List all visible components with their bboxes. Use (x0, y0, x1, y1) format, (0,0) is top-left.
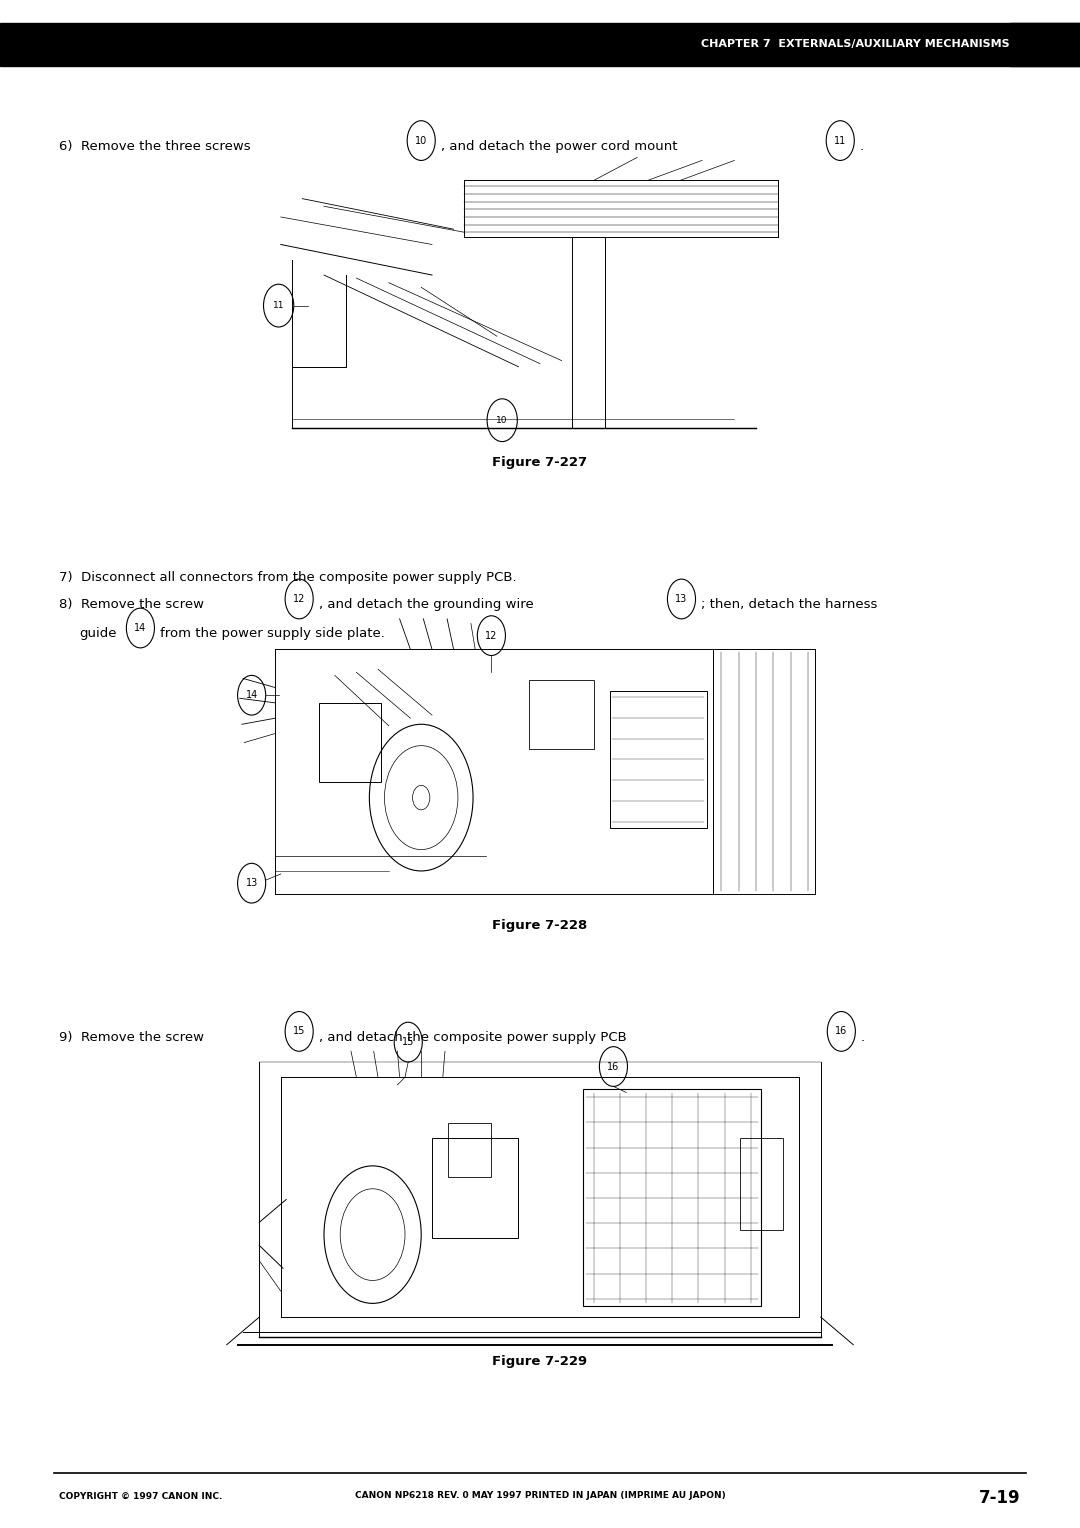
Text: Figure 7-228: Figure 7-228 (492, 918, 588, 932)
Text: 7-19: 7-19 (978, 1488, 1021, 1507)
Text: 11: 11 (834, 136, 847, 145)
Text: , and detach the composite power supply PCB: , and detach the composite power supply … (319, 1030, 626, 1044)
Text: 9)  Remove the screw: 9) Remove the screw (59, 1030, 204, 1044)
Text: 15: 15 (402, 1038, 415, 1047)
Bar (0, 23, 1080, 66)
Text: .: . (860, 139, 864, 153)
Text: , and detach the grounding wire: , and detach the grounding wire (319, 597, 534, 611)
Bar (448, 1123, 491, 1177)
Text: 12: 12 (485, 631, 498, 640)
Bar (529, 680, 594, 749)
Text: 15: 15 (293, 1027, 306, 1036)
Text: CANON NP6218 REV. 0 MAY 1997 PRINTED IN JAPAN (IMPRIME AU JAPON): CANON NP6218 REV. 0 MAY 1997 PRINTED IN … (354, 1491, 726, 1500)
Text: ; then, detach the harness: ; then, detach the harness (701, 597, 877, 611)
Text: 16: 16 (607, 1062, 620, 1071)
Text: 14: 14 (245, 691, 258, 700)
Text: guide: guide (79, 626, 117, 640)
Text: 8)  Remove the screw: 8) Remove the screw (59, 597, 204, 611)
Bar (319, 703, 381, 782)
Text: 10: 10 (415, 136, 428, 145)
Text: 7)  Disconnect all connectors from the composite power supply PCB.: 7) Disconnect all connectors from the co… (59, 570, 517, 584)
Text: 13: 13 (675, 594, 688, 604)
Text: 6)  Remove the three screws: 6) Remove the three screws (59, 139, 251, 153)
Text: 13: 13 (245, 879, 258, 888)
Text: 11: 11 (273, 301, 284, 310)
Text: 16: 16 (835, 1027, 848, 1036)
Bar (432, 1138, 518, 1238)
Text: .: . (861, 1030, 865, 1044)
Bar (583, 1089, 761, 1306)
Text: , and detach the power cord mount: , and detach the power cord mount (441, 139, 677, 153)
Bar (610, 691, 707, 828)
Text: 10: 10 (497, 416, 508, 425)
Text: from the power supply side plate.: from the power supply side plate. (160, 626, 384, 640)
Text: Figure 7-227: Figure 7-227 (492, 455, 588, 469)
Text: 14: 14 (134, 623, 147, 633)
Text: COPYRIGHT © 1997 CANON INC.: COPYRIGHT © 1997 CANON INC. (59, 1491, 222, 1500)
Text: CHAPTER 7  EXTERNALS/AUXILIARY MECHANISMS: CHAPTER 7 EXTERNALS/AUXILIARY MECHANISMS (701, 40, 1010, 49)
Bar (740, 1138, 783, 1230)
Text: 12: 12 (293, 594, 306, 604)
Text: Figure 7-229: Figure 7-229 (492, 1354, 588, 1368)
Bar (1010, 23, 1080, 66)
